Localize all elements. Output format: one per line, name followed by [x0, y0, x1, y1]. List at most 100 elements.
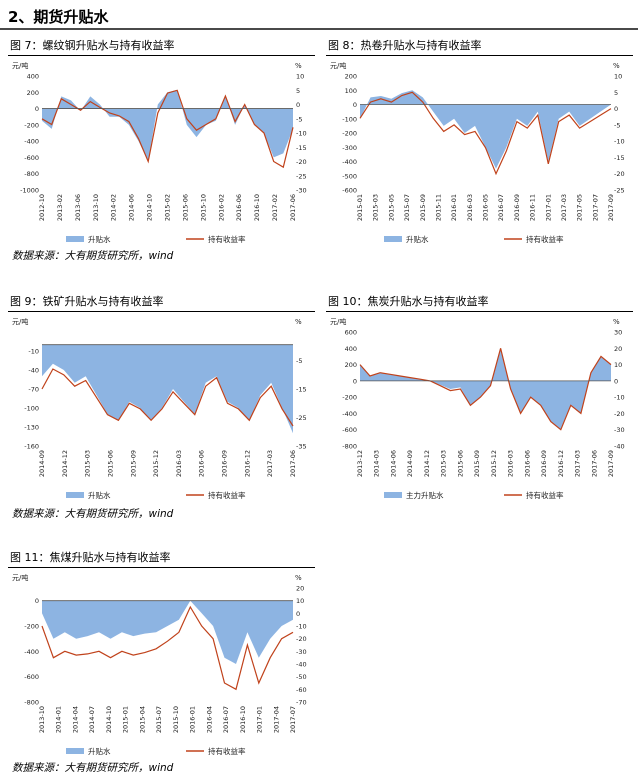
- left-axis-unit: 元/吨: [12, 61, 28, 70]
- x-tick-label: 2017-07: [591, 194, 599, 221]
- x-tick-label: 2016-04: [205, 706, 213, 733]
- x-tick-label: 2015-10: [172, 706, 180, 733]
- legend-label-basis: 升贴水: [88, 746, 111, 756]
- left-tick-label: 400: [345, 345, 357, 353]
- basis-area: [42, 89, 293, 162]
- right-tick-label: -10: [614, 138, 625, 146]
- right-tick-label: -40: [614, 443, 625, 451]
- x-tick-label: 2014-06: [128, 194, 136, 221]
- right-axis-unit: %: [613, 318, 620, 326]
- right-tick-label: -50: [296, 673, 307, 681]
- figure-title: 图 8：热卷升贴水与持有收益率: [326, 38, 633, 56]
- left-tick-label: -600: [342, 426, 357, 434]
- left-tick-label: -400: [342, 410, 357, 418]
- legend-swatch-basis: [384, 492, 402, 498]
- left-tick-label: -200: [24, 623, 39, 631]
- left-tick-label: -600: [24, 673, 39, 681]
- x-tick-label: 2013-02: [56, 194, 64, 221]
- legend-label-basis: 升贴水: [406, 234, 429, 244]
- right-axis-unit: %: [295, 574, 302, 582]
- x-tick-label: 2017-03: [574, 450, 582, 477]
- x-tick-label: 2016-01: [189, 706, 197, 733]
- chart-hot-coil: 元/吨 % 200 100 0 -100 -200 -300 -400 -500 -600 10 5 0 -…: [330, 61, 625, 244]
- left-tick-label: 0: [353, 377, 357, 385]
- right-tick-label: 20: [614, 345, 622, 353]
- return-line: [41, 368, 294, 427]
- x-tick-label: 2013-10: [92, 194, 100, 221]
- chart-coke: 元/吨 % 600 400 200 0 -200 -400 -600 -800 30 20 10 0 -10…: [330, 317, 625, 500]
- left-tick-label: -100: [342, 115, 357, 123]
- left-tick-label: -200: [342, 394, 357, 402]
- x-tick-label: 2012-10: [38, 194, 46, 221]
- left-tick-label: 0: [353, 101, 357, 109]
- right-tick-label: -15: [296, 386, 307, 394]
- left-tick-label: -40: [28, 367, 39, 375]
- right-tick-label: -5: [296, 115, 302, 123]
- legend-label-basis: 主力升贴水: [406, 490, 444, 500]
- x-tick-label: 2015-07: [155, 706, 163, 733]
- basis-area: [360, 348, 611, 430]
- left-tick-label: -400: [24, 648, 39, 656]
- x-tick-label: 2017-02: [271, 194, 279, 221]
- x-tick-label: 2016-12: [557, 450, 565, 477]
- figure-9: 图 9：铁矿升贴水与持有收益率 元/吨% -10 -40 -70 -100 -130 -16…: [8, 294, 315, 509]
- right-tick-label: 10: [614, 361, 622, 369]
- legend-label-return: 持有收益率: [526, 490, 564, 500]
- source-note: 数据来源：大有期货研究所，wind: [12, 762, 174, 774]
- left-axis-unit: 元/吨: [330, 61, 346, 70]
- right-axis-unit: %: [295, 62, 302, 70]
- x-tick-label: 2017-09: [607, 194, 615, 221]
- left-tick-label: -10: [28, 348, 39, 356]
- left-tick-label: -500: [342, 172, 357, 180]
- right-tick-label: 0: [614, 105, 618, 113]
- return-line: [359, 348, 612, 431]
- figure-title: 图 9：铁矿升贴水与持有收益率: [8, 294, 315, 312]
- x-tick-label: 2017-01: [256, 706, 264, 733]
- x-tick-label: 2016-06: [198, 450, 206, 477]
- figure-8: 图 8：热卷升贴水与持有收益率 元/吨% 200 100 0 -100 -200 -300-…: [326, 38, 633, 253]
- x-tick-label: 2014-04: [71, 706, 79, 733]
- right-tick-label: 10: [614, 73, 622, 81]
- left-tick-label: -200: [24, 121, 39, 129]
- legend-label-return: 持有收益率: [208, 490, 246, 500]
- right-tick-label: -40: [296, 661, 307, 669]
- x-tick-label: 2016-03: [507, 450, 515, 477]
- x-tick-label: 2015-01: [122, 706, 130, 733]
- x-tick-label: 2013-12: [356, 450, 364, 477]
- left-tick-label: 600: [345, 329, 357, 337]
- right-tick-label: 0: [296, 101, 300, 109]
- left-tick-label: -600: [342, 187, 357, 195]
- x-tick-label: 2014-03: [373, 450, 381, 477]
- right-tick-label: -30: [296, 648, 307, 656]
- right-tick-label: -10: [296, 130, 307, 138]
- right-tick-label: -25: [614, 187, 625, 195]
- right-tick-label: -30: [296, 187, 307, 195]
- right-axis-unit: %: [295, 318, 302, 326]
- x-tick-label: 2017-01: [544, 194, 552, 221]
- left-tick-label: -400: [342, 158, 357, 166]
- x-tick-label: 2013-06: [74, 194, 82, 221]
- right-tick-label: -5: [296, 357, 302, 365]
- x-tick-label: 2016-06: [523, 450, 531, 477]
- right-tick-label: -15: [614, 154, 625, 162]
- source-note: 数据来源：大有期货研究所，wind: [12, 250, 174, 262]
- left-tick-label: 400: [27, 73, 39, 81]
- right-tick-label: -60: [296, 686, 307, 694]
- x-tick-label: 2016-09: [513, 194, 521, 221]
- legend-swatch-basis: [66, 492, 84, 498]
- legend-label-basis: 升贴水: [88, 490, 111, 500]
- source-note: 数据来源：大有期货研究所，wind: [12, 508, 174, 520]
- right-tick-label: -15: [296, 144, 307, 152]
- x-tick-label: 2015-09: [473, 450, 481, 477]
- right-tick-label: 5: [296, 87, 300, 95]
- x-tick-label: 2017-05: [576, 194, 584, 221]
- right-tick-label: 20: [296, 585, 304, 593]
- figure-title: 图 11：焦煤升贴水与持有收益率: [8, 550, 315, 568]
- left-tick-label: -800: [342, 443, 357, 451]
- x-tick-label: 2017-06: [590, 450, 598, 477]
- figure-11: 图 11：焦煤升贴水与持有收益率 元/吨% 0 -200 -400 -600 -800 20…: [8, 550, 315, 765]
- x-tick-label: 2016-02: [217, 194, 225, 221]
- figure-title: 图 7：螺纹钢升贴水与持有收益率: [8, 38, 315, 56]
- right-tick-label: 30: [614, 329, 622, 337]
- right-tick-label: -20: [614, 170, 625, 178]
